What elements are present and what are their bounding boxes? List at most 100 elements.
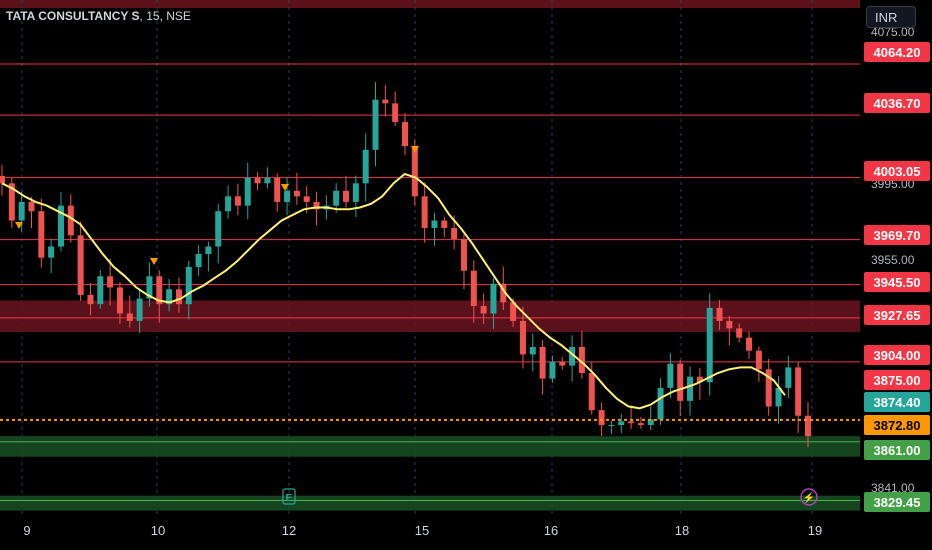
price-label-5: 3927.65 <box>874 308 921 323</box>
candle-body-70 <box>687 376 694 401</box>
price-label-bg-11 <box>864 492 930 512</box>
price-label-bg-6 <box>864 345 930 365</box>
price-label-7: 3875.00 <box>874 373 921 388</box>
candle-body-5 <box>48 246 55 258</box>
exchange-label: NSE <box>166 9 191 23</box>
candle-body-44 <box>431 220 438 228</box>
support-zone-1 <box>0 495 860 511</box>
price-label-8: 3874.40 <box>874 395 921 410</box>
price-label-0: 4064.20 <box>874 45 921 60</box>
candle-body-59 <box>578 346 585 373</box>
price-label-bg-5 <box>864 305 930 325</box>
candle-body-75 <box>736 328 743 338</box>
earnings-marker-label: E <box>286 493 293 504</box>
candle-body-1 <box>8 183 15 221</box>
symbol-name: TATA CONSULTANCY S <box>6 9 140 23</box>
support-zone-0 <box>0 436 860 457</box>
x-tick-label-6: 19 <box>808 523 822 538</box>
candle-body-42 <box>411 146 418 197</box>
candle-body-43 <box>421 196 428 228</box>
candle-body-40 <box>392 103 399 122</box>
candle-body-22 <box>215 211 222 247</box>
candle-body-12 <box>116 287 123 314</box>
candle-body-7 <box>67 205 74 236</box>
candle-body-32 <box>313 201 320 210</box>
price-label-4: 3945.50 <box>874 275 921 290</box>
price-label-bg-2 <box>864 161 930 181</box>
candle-body-77 <box>755 350 762 370</box>
horizontal-levels <box>0 63 860 501</box>
candle-body-11 <box>107 276 114 288</box>
candle-body-18 <box>175 289 182 305</box>
candle-body-67 <box>657 387 664 420</box>
event-markers[interactable]: E ⚡ <box>282 488 818 506</box>
candle-body-45 <box>441 220 448 228</box>
candle-body-47 <box>460 239 467 271</box>
candle-body-72 <box>706 307 713 383</box>
y-axis-label-2: 3955.00 <box>871 253 915 267</box>
candle-body-58 <box>569 346 576 366</box>
candle-body-73 <box>716 307 723 321</box>
price-label-bg-9 <box>864 415 930 435</box>
y-axis-label-3: 3841.00 <box>871 481 915 495</box>
candle-body-64 <box>628 421 635 424</box>
price-label-6: 3904.00 <box>874 348 921 363</box>
currency-button[interactable]: INR <box>866 6 916 28</box>
signal-triangle-0 <box>15 222 23 229</box>
candle-body-55 <box>539 346 546 379</box>
candle-body-14 <box>136 298 143 321</box>
candle-body-39 <box>382 99 389 104</box>
candle-body-57 <box>559 361 566 366</box>
candle-body-19 <box>185 266 192 305</box>
dividend-marker-label: ⚡ <box>803 491 815 504</box>
candle-body-48 <box>470 270 477 307</box>
candle-body-78 <box>765 369 772 407</box>
candle-body-60 <box>588 372 595 411</box>
x-tick-label-0: 9 <box>23 523 30 538</box>
candle-body-35 <box>343 190 350 202</box>
bottom-axis-bg <box>0 514 860 550</box>
title-separator-1: , <box>139 9 147 23</box>
candle-body-38 <box>372 99 379 150</box>
candle-body-28 <box>274 177 281 202</box>
candle-body-8 <box>77 235 84 295</box>
candle-body-41 <box>402 121 408 147</box>
chart-title: TATA CONSULTANCY S, 15, NSE <box>6 9 191 23</box>
candle-body-68 <box>667 363 674 388</box>
candle-body-16 <box>156 276 163 305</box>
candle-body-61 <box>598 410 605 426</box>
candle-body-26 <box>254 177 261 184</box>
x-tick-label-1: 10 <box>151 523 165 538</box>
candle-body-46 <box>451 227 458 240</box>
candle-body-3 <box>28 201 35 212</box>
price-label-bg-7 <box>864 370 930 390</box>
candle-body-13 <box>126 313 133 321</box>
candle-body-82 <box>805 415 811 437</box>
price-label-2: 4003.05 <box>874 164 921 179</box>
candle-body-6 <box>57 205 64 247</box>
x-tick-label-3: 15 <box>415 523 429 538</box>
candle-body-29 <box>284 190 291 202</box>
y-axis-label-0: 4075.00 <box>871 25 915 39</box>
candle-body-50 <box>490 283 497 314</box>
title-separator-2: , <box>159 9 167 23</box>
price-label-10: 3861.00 <box>874 443 921 458</box>
x-tick-label-2: 12 <box>282 523 296 538</box>
candles <box>0 82 811 448</box>
moving-average-line <box>1 172 786 410</box>
candle-body-17 <box>166 289 173 305</box>
candle-body-74 <box>726 320 733 329</box>
candle-body-27 <box>264 177 271 184</box>
candle-body-2 <box>18 201 25 221</box>
candle-body-10 <box>97 276 104 305</box>
candle-body-34 <box>333 190 340 206</box>
candle-body-21 <box>205 246 212 254</box>
top-resistance-band <box>0 0 860 8</box>
candle-body-53 <box>519 320 526 355</box>
candle-body-71 <box>696 376 703 383</box>
candle-body-81 <box>795 367 802 416</box>
candle-body-25 <box>244 177 251 206</box>
candle-body-66 <box>647 419 654 426</box>
candle-body-23 <box>225 196 232 212</box>
